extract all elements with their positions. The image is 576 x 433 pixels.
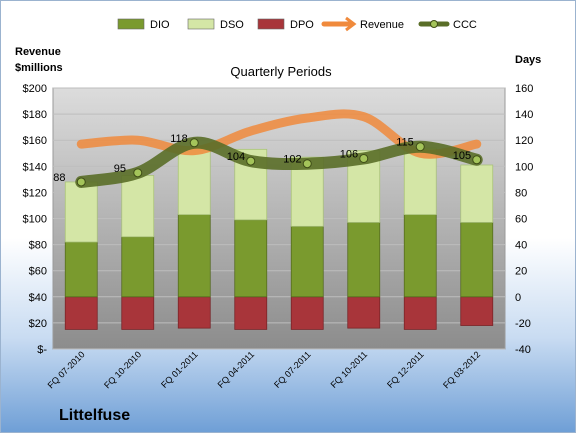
bar-dpo	[177, 296, 211, 329]
ccc-data-label: 106	[340, 148, 358, 160]
legend-label-ccc: CCC	[453, 19, 477, 31]
left-tick-label: $80	[29, 240, 47, 252]
left-axis-title-line1: Revenue	[15, 46, 61, 58]
x-tick-label: FQ 07-2010	[46, 349, 87, 390]
x-tick-label: FQ 10-2010	[102, 349, 143, 390]
bar-dio	[177, 214, 211, 298]
right-tick-label: 140	[515, 109, 533, 121]
left-tick-label: $120	[23, 187, 47, 199]
left-tick-label: $180	[23, 109, 47, 121]
ccc-data-label: 95	[114, 163, 126, 175]
x-tick-label: FQ 10-2011	[329, 349, 370, 390]
legend-label-dpo: DPO	[290, 19, 314, 31]
left-tick-label: $140	[23, 161, 47, 173]
ccc-point	[302, 159, 312, 169]
legend-swatch-dpo	[257, 18, 285, 30]
ccc-point	[472, 155, 482, 165]
legend-swatch-dso	[187, 18, 215, 30]
company-name: Littelfuse	[59, 407, 130, 424]
bar-dso	[121, 175, 155, 238]
left-tick-label: $200	[23, 83, 47, 95]
legend-arrowhead-revenue	[345, 16, 357, 32]
left-tick-label: $60	[29, 266, 47, 278]
ccc-point	[415, 142, 425, 152]
bar-dio	[460, 222, 494, 298]
right-tick-label: 40	[515, 240, 527, 252]
x-tick-label: FQ 03-2012	[441, 349, 482, 390]
right-tick-label: 160	[515, 83, 533, 95]
bars-group	[64, 146, 494, 330]
bar-dpo	[460, 296, 494, 326]
bar-dio	[121, 236, 155, 298]
ccc-point	[189, 138, 199, 148]
left-tick-label: $40	[29, 292, 47, 304]
bar-dpo	[234, 296, 268, 330]
legend-label-dio: DIO	[150, 19, 170, 31]
legend-marker-ccc	[430, 20, 438, 28]
left-tick-label: $100	[23, 214, 47, 226]
ccc-data-label: 118	[170, 133, 188, 145]
bar-dio	[347, 222, 381, 298]
bar-dso	[64, 181, 98, 243]
left-tick-label: $-	[37, 344, 47, 356]
right-axis-title: Days	[515, 54, 541, 66]
legend-label-dso: DSO	[220, 19, 244, 31]
ccc-data-label: 104	[227, 151, 245, 163]
ccc-data-label: 115	[396, 137, 414, 149]
legend: DIO DSO DPO Revenue CCC	[117, 16, 477, 32]
right-tick-label: -20	[515, 318, 531, 330]
right-tick-label: 60	[515, 214, 527, 226]
chart-title: Quarterly Periods	[230, 64, 332, 79]
bar-dpo	[403, 296, 437, 330]
left-tick-label: $160	[23, 135, 47, 147]
bar-dpo	[64, 296, 98, 330]
ccc-line	[75, 136, 483, 188]
bar-dso	[403, 147, 437, 215]
right-tick-label: 120	[515, 135, 533, 147]
ccc-point	[359, 153, 369, 163]
left-tick-label: $20	[29, 318, 47, 330]
bar-dso	[460, 164, 494, 223]
ccc-data-label: 105	[453, 150, 471, 162]
ccc-point	[246, 156, 256, 166]
ccc-point	[76, 177, 86, 187]
right-tick-label: 80	[515, 187, 527, 199]
bar-dio	[290, 225, 324, 298]
ccc-data-label: 88	[53, 172, 65, 184]
left-axis-title-line2: $millions	[15, 62, 63, 74]
bar-dpo	[121, 296, 155, 330]
bar-dio	[234, 219, 268, 298]
lines-group	[75, 109, 483, 188]
ccc-point	[133, 168, 143, 178]
x-tick-label: FQ 12-2011	[385, 349, 426, 390]
ccc-data-label: 102	[283, 154, 301, 166]
right-tick-label: 100	[515, 161, 533, 173]
legend-label-revenue: Revenue	[360, 19, 404, 31]
x-tick-label: FQ 01-2011	[159, 349, 200, 390]
x-tick-label: FQ 07-2011	[272, 349, 313, 390]
x-tick-label: FQ 04-2011	[216, 349, 257, 390]
bar-dpo	[347, 296, 381, 329]
bar-dpo	[290, 296, 324, 330]
bar-dio	[64, 241, 98, 298]
bar-dso	[177, 146, 211, 215]
legend-swatch-dio	[117, 18, 145, 30]
right-tick-label: 0	[515, 292, 521, 304]
right-tick-label: 20	[515, 266, 527, 278]
right-tick-label: -40	[515, 344, 531, 356]
bar-dio	[403, 214, 437, 298]
